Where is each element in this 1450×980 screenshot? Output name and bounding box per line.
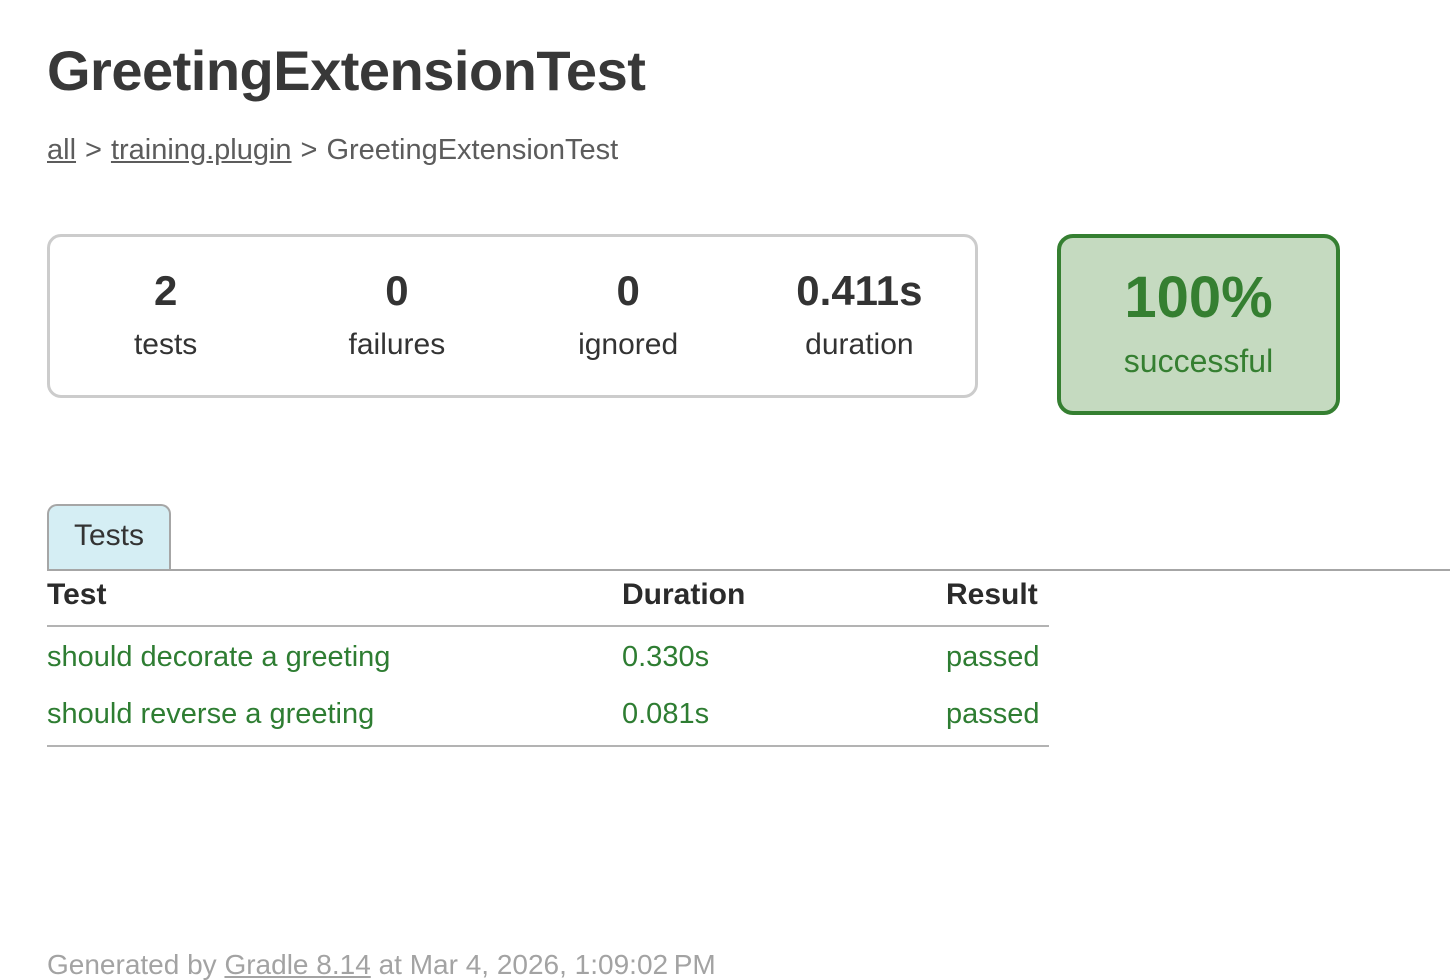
success-rate-badge: 100% successful bbox=[1057, 234, 1340, 415]
column-header-result: Result bbox=[946, 571, 1049, 627]
counter-failures: 0 failures bbox=[281, 270, 512, 362]
success-rate-label: successful bbox=[1123, 343, 1274, 379]
tab-bar: Tests bbox=[47, 504, 1450, 571]
footer-timestamp: at Mar 4, 2026, 1:09:02 PM bbox=[378, 949, 716, 980]
counter-failures-value: 0 bbox=[385, 267, 409, 314]
counter-tests: 2 tests bbox=[50, 270, 281, 362]
table-row: should decorate a greeting 0.330s passed bbox=[47, 626, 1049, 684]
tests-table-header-row: Test Duration Result bbox=[47, 571, 1049, 627]
footer-gradle-link[interactable]: Gradle 8.14 bbox=[224, 949, 371, 980]
summary-box: 2 tests 0 failures 0 ignored 0.411s dura… bbox=[47, 234, 978, 398]
test-duration-cell: 0.330s bbox=[622, 641, 710, 673]
counter-tests-label: tests bbox=[133, 328, 198, 361]
breadcrumb-link-all[interactable]: all bbox=[47, 134, 77, 166]
test-result-cell: passed bbox=[946, 684, 1049, 747]
success-rate-percentage: 100% bbox=[1124, 265, 1273, 330]
breadcrumb-separator: > bbox=[85, 134, 102, 166]
page-title: GreetingExtensionTest bbox=[47, 39, 646, 102]
column-header-test: Test bbox=[47, 571, 622, 627]
footer: Generated by Gradle 8.14 at Mar 4, 2026,… bbox=[47, 949, 1450, 980]
breadcrumb: all > training.plugin > GreetingExtensionTes… bbox=[47, 134, 1450, 167]
counter-duration-value: 0.411s bbox=[796, 267, 923, 314]
counter-duration: 0.411s duration bbox=[744, 270, 975, 362]
tab-tests[interactable]: Tests bbox=[47, 504, 172, 569]
footer-generated-text: Generated by bbox=[47, 949, 217, 980]
counter-duration-label: duration bbox=[805, 328, 914, 361]
tests-table: Test Duration Result should decorate a g… bbox=[47, 571, 1049, 747]
breadcrumb-separator: > bbox=[300, 134, 318, 166]
breadcrumb-current: GreetingExtensionTest bbox=[326, 134, 619, 166]
counter-tests-value: 2 bbox=[153, 267, 178, 314]
breadcrumb-link-package[interactable]: training.plugin bbox=[110, 134, 292, 166]
test-result-cell: passed bbox=[946, 641, 1040, 673]
counter-ignored-label: ignored bbox=[578, 328, 679, 361]
counter-ignored-value: 0 bbox=[616, 267, 640, 314]
summary-row: 2 tests 0 failures 0 ignored 0.411s dura… bbox=[47, 234, 1450, 415]
report-page: GreetingExtensionTest all > training.plugi… bbox=[0, 38, 1450, 980]
test-name-cell: should decorate a greeting bbox=[47, 641, 391, 673]
test-name-cell: should reverse a greeting bbox=[47, 684, 622, 747]
column-header-duration: Duration bbox=[622, 571, 946, 627]
table-row: should reverse a greeting 0.081s passed bbox=[47, 684, 1049, 747]
counter-failures-label: failures bbox=[348, 328, 446, 361]
test-duration-cell: 0.081s bbox=[622, 684, 946, 747]
counter-ignored: 0 ignored bbox=[513, 270, 744, 362]
